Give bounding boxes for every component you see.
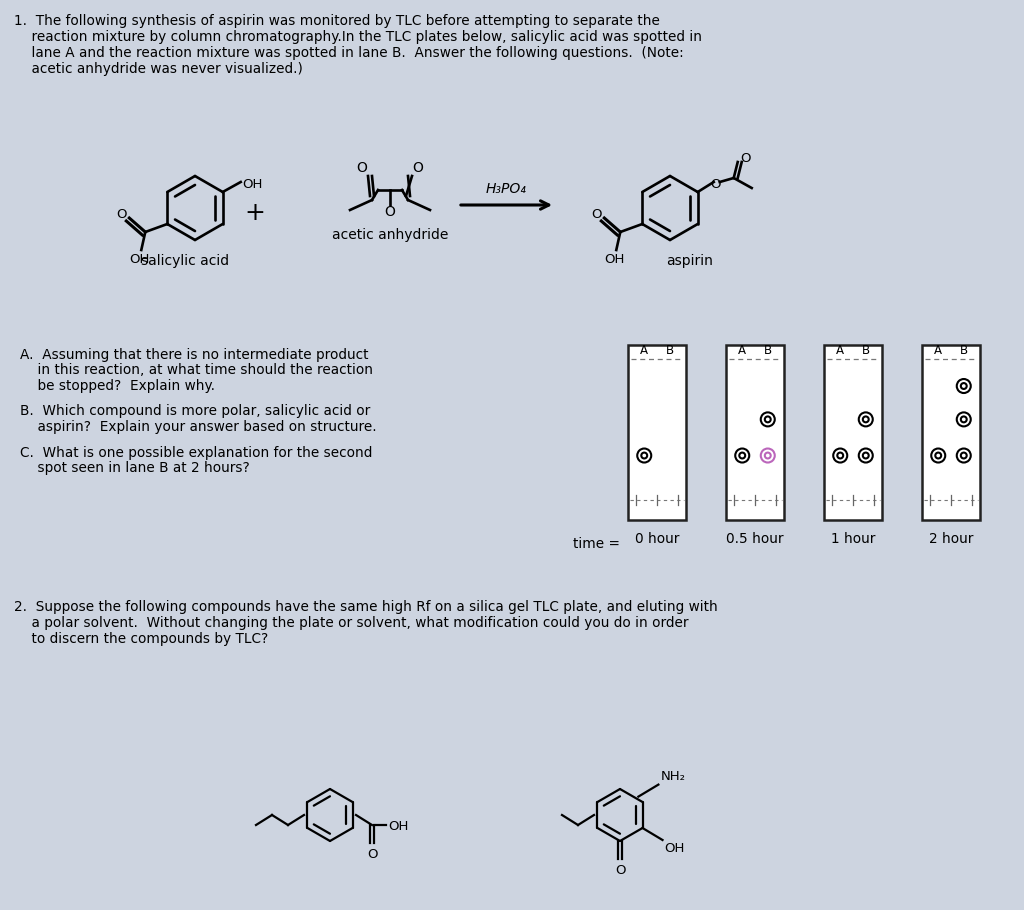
Text: A: A	[934, 345, 942, 358]
Text: 1 hour: 1 hour	[830, 532, 876, 546]
Text: time =: time =	[573, 537, 620, 551]
Text: aspirin: aspirin	[667, 254, 714, 268]
Bar	[726, 345, 784, 520]
Text: OH: OH	[604, 253, 625, 266]
Text: A: A	[837, 345, 844, 358]
Text: OH: OH	[243, 177, 263, 190]
Text: A: A	[640, 345, 648, 358]
Text: salicylic acid: salicylic acid	[141, 254, 229, 268]
Text: O: O	[740, 151, 751, 165]
Text: A.  Assuming that there is no intermediate product: A. Assuming that there is no intermediat…	[20, 348, 369, 362]
Text: O: O	[591, 208, 601, 221]
Bar	[824, 345, 882, 520]
Text: OH: OH	[129, 253, 150, 266]
Text: O: O	[356, 161, 368, 175]
Text: O: O	[711, 177, 721, 190]
Bar	[628, 345, 686, 520]
Text: spot seen in lane B at 2 hours?: spot seen in lane B at 2 hours?	[20, 461, 250, 475]
Text: O: O	[413, 161, 424, 175]
Text: 2 hour: 2 hour	[929, 532, 973, 546]
Text: a polar solvent.  Without changing the plate or solvent, what modification could: a polar solvent. Without changing the pl…	[14, 616, 688, 630]
Text: C.  What is one possible explanation for the second: C. What is one possible explanation for …	[20, 446, 373, 460]
Text: H₃PO₄: H₃PO₄	[486, 182, 527, 196]
Text: be stopped?  Explain why.: be stopped? Explain why.	[20, 379, 215, 393]
Text: +: +	[245, 201, 265, 225]
Text: acetic anhydride was never visualized.): acetic anhydride was never visualized.)	[14, 62, 303, 76]
Text: B: B	[959, 345, 968, 358]
Text: NH₂: NH₂	[660, 770, 685, 783]
Text: in this reaction, at what time should the reaction: in this reaction, at what time should th…	[20, 363, 373, 378]
Text: O: O	[614, 864, 626, 877]
Text: 0 hour: 0 hour	[635, 532, 679, 546]
Text: to discern the compounds by TLC?: to discern the compounds by TLC?	[14, 632, 268, 646]
Text: B: B	[862, 345, 869, 358]
Text: aspirin?  Explain your answer based on structure.: aspirin? Explain your answer based on st…	[20, 420, 377, 434]
Text: reaction mixture by column chromatography.In the TLC plates below, salicylic aci: reaction mixture by column chromatograph…	[14, 30, 702, 44]
Text: OH: OH	[665, 842, 685, 855]
Text: A: A	[738, 345, 746, 358]
Bar	[922, 345, 980, 520]
Text: acetic anhydride: acetic anhydride	[332, 228, 449, 242]
Text: 0.5 hour: 0.5 hour	[726, 532, 783, 546]
Text: O: O	[385, 205, 395, 219]
Text: lane A and the reaction mixture was spotted in lane B.  Answer the following que: lane A and the reaction mixture was spot…	[14, 46, 684, 60]
Text: O: O	[116, 208, 127, 221]
Text: B: B	[764, 345, 772, 358]
Text: OH: OH	[388, 821, 409, 834]
Text: B.  Which compound is more polar, salicylic acid or: B. Which compound is more polar, salicyl…	[20, 405, 371, 419]
Text: O: O	[367, 848, 377, 861]
Text: B: B	[666, 345, 674, 358]
Text: 1.  The following synthesis of aspirin was monitored by TLC before attempting to: 1. The following synthesis of aspirin wa…	[14, 14, 659, 28]
Text: 2.  Suppose the following compounds have the same high Rf on a silica gel TLC pl: 2. Suppose the following compounds have …	[14, 600, 718, 614]
